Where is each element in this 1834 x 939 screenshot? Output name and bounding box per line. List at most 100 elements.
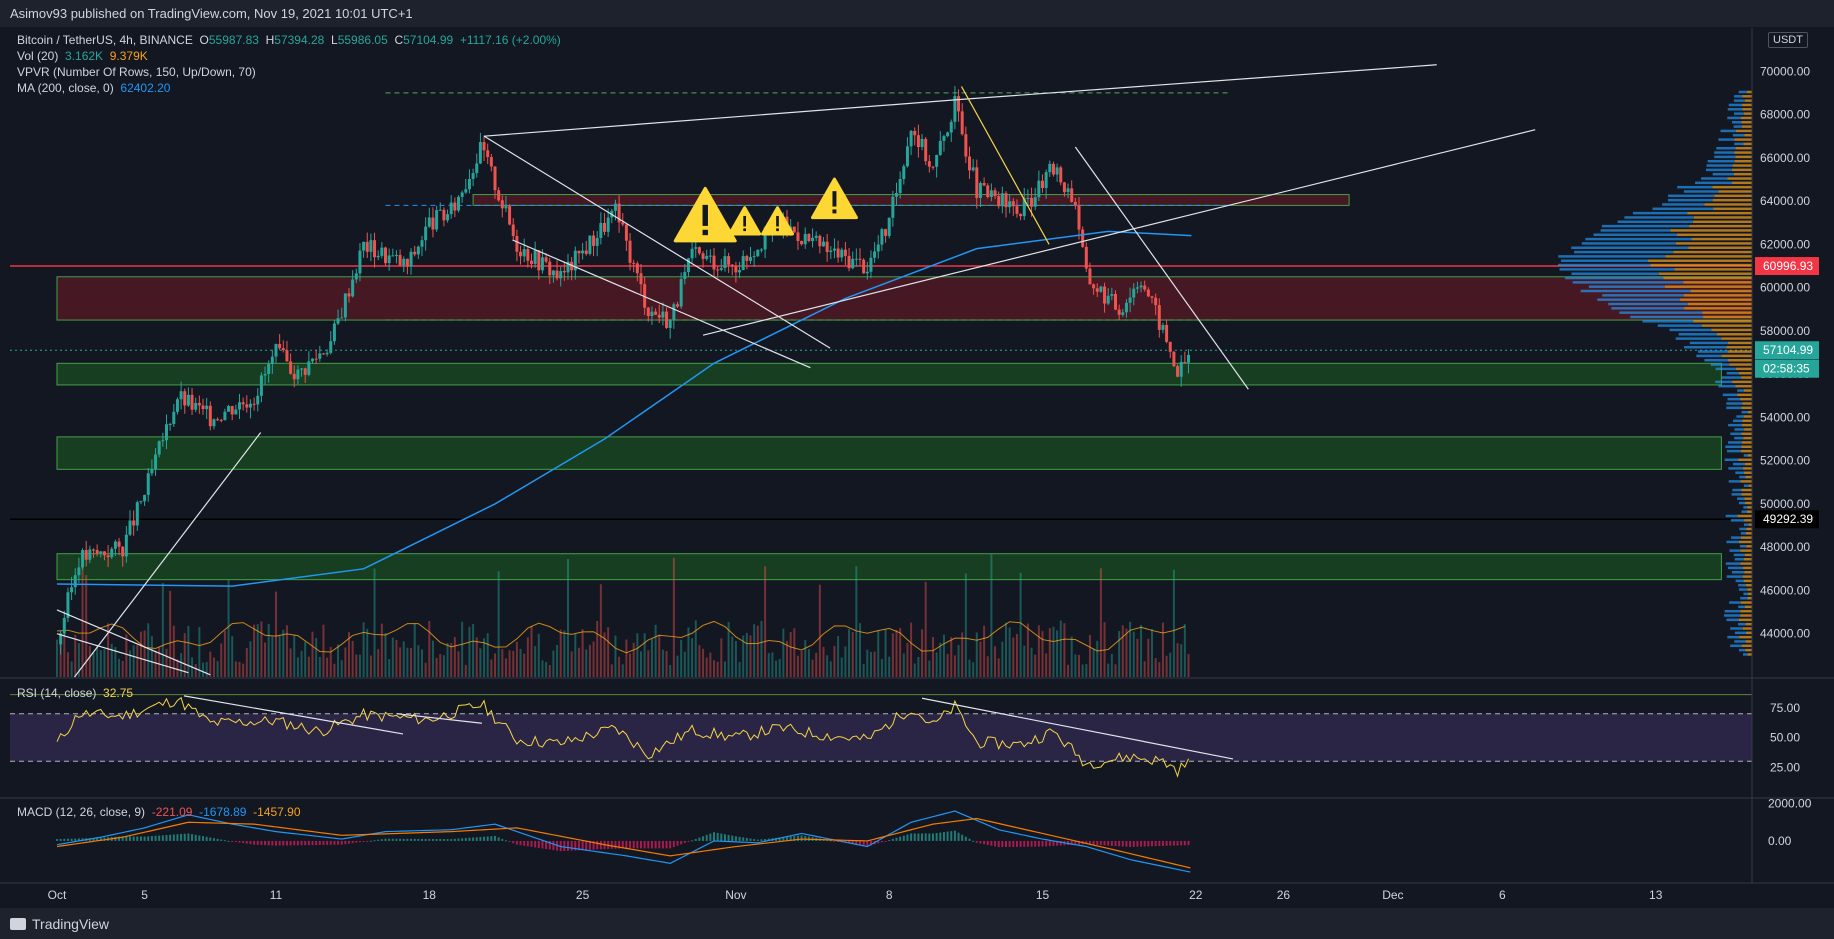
- candle-body[interactable]: [548, 261, 552, 276]
- candle-body[interactable]: [982, 183, 986, 186]
- candle-body[interactable]: [796, 232, 800, 241]
- candle-body[interactable]: [832, 248, 836, 251]
- candle-body[interactable]: [624, 224, 628, 241]
- trendline-7[interactable]: [56, 609, 211, 676]
- candle-body[interactable]: [179, 391, 183, 400]
- candle-body[interactable]: [694, 247, 698, 249]
- candle-body[interactable]: [449, 202, 453, 215]
- candle-body[interactable]: [519, 251, 523, 257]
- candle-body[interactable]: [460, 192, 464, 197]
- candle-body[interactable]: [497, 190, 501, 201]
- candle-body[interactable]: [194, 402, 198, 410]
- candle-body[interactable]: [62, 617, 66, 634]
- macd-signal-line[interactable]: [56, 817, 1191, 869]
- candle-body[interactable]: [117, 541, 121, 547]
- candle-body[interactable]: [924, 138, 928, 162]
- candle-body[interactable]: [405, 258, 409, 267]
- candle-body[interactable]: [1183, 361, 1187, 363]
- candle-body[interactable]: [927, 161, 931, 167]
- candle-body[interactable]: [1051, 163, 1055, 175]
- candle-body[interactable]: [238, 402, 241, 410]
- candle-body[interactable]: [727, 256, 731, 265]
- candle-body[interactable]: [508, 206, 512, 225]
- candle-body[interactable]: [110, 548, 114, 558]
- price-pane[interactable]: [10, 64, 1753, 678]
- candle-body[interactable]: [544, 257, 548, 262]
- candle-body[interactable]: [256, 395, 260, 405]
- candle-body[interactable]: [442, 209, 446, 221]
- candle-body[interactable]: [1092, 284, 1096, 289]
- candle-body[interactable]: [942, 136, 946, 141]
- candle-body[interactable]: [1135, 287, 1139, 289]
- candle-body[interactable]: [759, 249, 763, 251]
- candle-body[interactable]: [139, 501, 143, 503]
- candle-body[interactable]: [493, 166, 497, 191]
- candle-body[interactable]: [1165, 324, 1169, 342]
- candle-body[interactable]: [639, 273, 643, 285]
- trendline-1[interactable]: [961, 64, 1437, 100]
- candle-body[interactable]: [289, 361, 293, 374]
- trendline-0[interactable]: [484, 98, 962, 137]
- candle-body[interactable]: [413, 251, 417, 255]
- candle-body[interactable]: [869, 257, 873, 272]
- candle-body[interactable]: [650, 311, 654, 317]
- candle-body[interactable]: [588, 235, 592, 254]
- candle-body[interactable]: [340, 317, 344, 319]
- candle-body[interactable]: [248, 403, 252, 408]
- candle-body[interactable]: [369, 240, 373, 252]
- candle-body[interactable]: [500, 200, 504, 209]
- candle-body[interactable]: [909, 130, 913, 147]
- candle-body[interactable]: [1022, 198, 1026, 217]
- candle-body[interactable]: [1117, 309, 1121, 315]
- candle-body[interactable]: [230, 406, 234, 415]
- candle-body[interactable]: [1000, 193, 1004, 207]
- candle-body[interactable]: [1026, 197, 1030, 199]
- candle-body[interactable]: [1176, 366, 1180, 377]
- candle-body[interactable]: [676, 304, 679, 307]
- candle-body[interactable]: [756, 249, 760, 257]
- candle-body[interactable]: [435, 210, 439, 230]
- candle-body[interactable]: [278, 343, 282, 349]
- candle-body[interactable]: [551, 270, 555, 276]
- candle-body[interactable]: [1070, 188, 1074, 202]
- candle-body[interactable]: [186, 394, 190, 406]
- candle-body[interactable]: [891, 196, 895, 218]
- candle-body[interactable]: [584, 250, 588, 254]
- candle-body[interactable]: [1048, 163, 1052, 173]
- rsi-pane[interactable]: [10, 694, 1752, 778]
- candle-body[interactable]: [843, 249, 847, 256]
- candle-body[interactable]: [358, 250, 362, 274]
- candle-body[interactable]: [581, 250, 585, 254]
- zone-support-0[interactable]: [56, 362, 1722, 386]
- candle-body[interactable]: [1019, 213, 1023, 217]
- candle-body[interactable]: [1004, 193, 1008, 208]
- candle-body[interactable]: [402, 258, 406, 266]
- candle-body[interactable]: [613, 203, 617, 211]
- candle-body[interactable]: [1030, 197, 1034, 207]
- candle-body[interactable]: [935, 154, 939, 167]
- candle-body[interactable]: [595, 237, 599, 246]
- rsi-line[interactable]: [56, 696, 1189, 778]
- candle-body[interactable]: [931, 166, 935, 168]
- rsi-trendline-0[interactable]: [183, 695, 404, 735]
- candle-body[interactable]: [803, 233, 807, 245]
- tradingview-brand[interactable]: TradingView: [10, 916, 109, 932]
- warning-icon[interactable]: [810, 177, 858, 220]
- candle-body[interactable]: [697, 247, 701, 254]
- candle-body[interactable]: [113, 541, 117, 549]
- candle-body[interactable]: [1110, 293, 1114, 296]
- candle-body[interactable]: [165, 424, 168, 441]
- candle-body[interactable]: [102, 551, 106, 556]
- candle-body[interactable]: [446, 214, 450, 221]
- candle-body[interactable]: [646, 307, 650, 317]
- candle-body[interactable]: [420, 240, 424, 247]
- candle-body[interactable]: [920, 138, 924, 148]
- candle-body[interactable]: [643, 284, 647, 308]
- candle-body[interactable]: [92, 549, 95, 551]
- candle-body[interactable]: [621, 222, 625, 225]
- candle-body[interactable]: [212, 419, 216, 427]
- trendline-5[interactable]: [1074, 146, 1249, 390]
- candle-body[interactable]: [730, 264, 734, 267]
- candle-body[interactable]: [354, 273, 358, 280]
- candle-body[interactable]: [478, 142, 482, 164]
